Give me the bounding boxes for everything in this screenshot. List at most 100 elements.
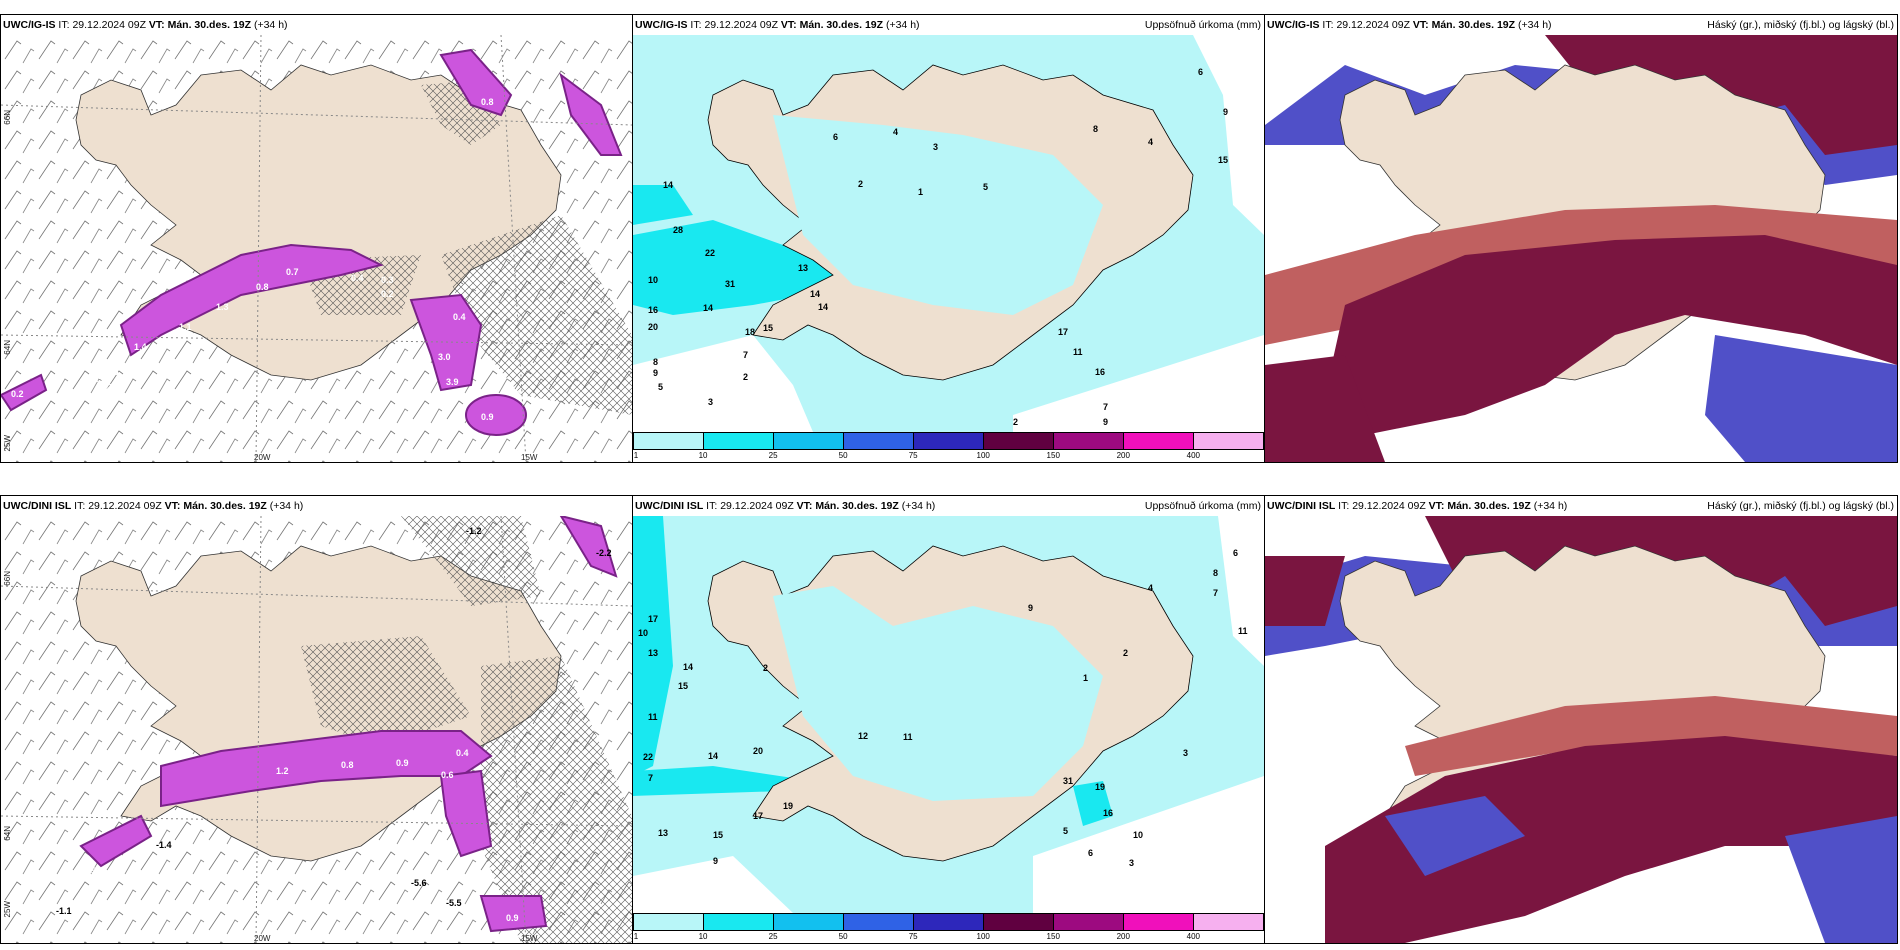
colorbar-tick: 25	[768, 932, 778, 941]
precip-value: 22	[705, 248, 715, 258]
map-area[interactable]	[1265, 35, 1897, 462]
precip-value: 2	[1013, 417, 1018, 427]
precip-value: 4	[893, 127, 898, 137]
colorbar-cell	[984, 914, 1054, 930]
precip-value: 10	[1133, 830, 1143, 840]
precip-value: 3	[1183, 748, 1188, 758]
graticule-line	[255, 516, 262, 943]
hatch-area-east	[441, 215, 632, 415]
colorbar-tick: 150	[1046, 932, 1060, 941]
precip-value: 17	[648, 614, 658, 624]
colorbar-tick: 50	[838, 451, 848, 460]
precip-value: 2	[1123, 648, 1128, 658]
it-value: 29.12.2024 09Z	[1352, 500, 1426, 512]
precip-value: 9	[653, 368, 658, 378]
precip-dry-sea-w	[633, 335, 813, 432]
map-area[interactable]	[1265, 516, 1897, 943]
precip-mid-w	[633, 220, 943, 315]
precip-value: 7	[743, 350, 748, 360]
high-cloud-band	[1325, 736, 1897, 943]
vt-value: Mán. 30.des. 19Z	[799, 19, 884, 31]
snow-band-ne	[439, 48, 513, 117]
snow-label: 0.4	[456, 748, 469, 758]
precip-values: 17 10 13 14 15 11 22 14 20 7 13 9 15 12 …	[638, 548, 1248, 868]
precip-value: 2	[743, 372, 748, 382]
lead-time: (+34 h)	[1517, 19, 1552, 31]
snow-label: 1.2	[99, 382, 112, 392]
high-cloud-sw	[1265, 355, 1385, 462]
lon-label: 25W	[3, 901, 12, 918]
precip-value: 8	[1213, 568, 1218, 578]
precip-value: 15	[1218, 155, 1228, 165]
snow-map-svg: -1.2 -2.2 0.8 1.2 0.9 0.6 0.4 -1.4 -5.6 …	[1, 516, 632, 943]
colorbar-cell	[704, 914, 774, 930]
precip-value: 28	[673, 225, 683, 235]
model-name: UWC/DINI ISL	[3, 500, 72, 512]
precip-dry-sea-se	[1033, 776, 1264, 913]
snow-label: 0.2	[11, 389, 24, 399]
colorbar-cell	[774, 433, 844, 449]
precip-value: 16	[1095, 367, 1105, 377]
it-label: IT:	[58, 19, 70, 31]
precip-value: 22	[643, 752, 653, 762]
precip-value: 31	[725, 279, 735, 289]
precip-value: 1	[918, 187, 923, 197]
graticule-line	[1, 585, 632, 607]
precip-value: 2	[858, 179, 863, 189]
precip-value: 16	[648, 305, 658, 315]
colorbar-tick: 1	[633, 451, 639, 460]
graticule-line	[1, 334, 632, 346]
graticule-line	[500, 516, 527, 943]
precip-mid-sw	[633, 766, 813, 796]
snow-label: 0.5	[91, 374, 104, 384]
it-label: IT:	[706, 500, 718, 512]
precip-value: 11	[648, 712, 658, 722]
cloud-map-svg	[1265, 516, 1897, 943]
colorbar-tick: 400	[1186, 451, 1200, 460]
model-name: UWC/IG-IS	[635, 19, 688, 31]
cloud-map-svg	[1265, 35, 1897, 462]
precip-value: 10	[648, 275, 658, 285]
precip-value: 18	[745, 327, 755, 337]
precip-value: 15	[713, 830, 723, 840]
map-area[interactable]: -1.2 -2.2 0.8 1.2 0.9 0.6 0.4 -1.4 -5.6 …	[1, 516, 632, 943]
colorbar-tick: 200	[1116, 932, 1130, 941]
lat-label: 64N	[3, 826, 12, 841]
vt-value: Mán. 30.des. 19Z	[1431, 19, 1516, 31]
snow-label: 0.4	[453, 312, 466, 322]
high-cloud-band	[1325, 235, 1897, 435]
colorbar-tick: 200	[1116, 451, 1130, 460]
map-panel-precip-dini: UWC/DINI ISL IT: 29.12.2024 09Z VT: Mán.…	[632, 495, 1265, 944]
low-cloud-se	[1785, 816, 1897, 943]
precip-value: 17	[753, 811, 763, 821]
snow-label: -1.1	[56, 906, 72, 916]
precip-value: 3	[933, 142, 938, 152]
map-panel-snow-dini: UWC/DINI ISL IT: 29.12.2024 09Z VT: Mán.…	[0, 495, 633, 944]
precip-mid-se	[1073, 781, 1113, 826]
snow-map-svg: 0.7 0.4 0.3 0.2 0.8 1.3 1.1 1.4 1.5 1.2 …	[1, 35, 632, 462]
vt-label: VT:	[1412, 19, 1429, 31]
precip-value: 10	[638, 628, 648, 638]
snow-label: 0.7	[286, 267, 299, 277]
vt-label: VT:	[1428, 500, 1445, 512]
colorbar-cell	[844, 914, 914, 930]
lead-time: (+34 h)	[1533, 500, 1568, 512]
precip-value: 15	[763, 323, 773, 333]
colorbar-tick: 100	[976, 451, 990, 460]
map-area[interactable]: 0.7 0.4 0.3 0.2 0.8 1.3 1.1 1.4 1.5 1.2 …	[1, 35, 632, 462]
lon-label: 20W	[254, 934, 271, 943]
map-title: Háský (gr.), miðský (fj.bl.) og lágský (…	[1707, 19, 1894, 31]
map-area[interactable]: 14 28 22 10 16 20 14 31 13 18 15 14 14 9…	[633, 35, 1264, 432]
colorbar-ticks: 1 10 25 50 75 100 150 200 400	[633, 931, 1264, 943]
vt-value: Mán. 30.des. 19Z	[815, 500, 899, 512]
snow-label: 0.3	[381, 275, 394, 285]
snow-label: 0.8	[341, 760, 354, 770]
precip-value: 9	[1223, 107, 1228, 117]
model-name: UWC/DINI ISL	[635, 500, 704, 512]
vt-label: VT:	[148, 19, 165, 31]
map-title: Háský (gr.), miðský (fj.bl.) og lágský (…	[1707, 500, 1894, 512]
precip-value: 2	[763, 663, 768, 673]
map-area[interactable]: 17 10 13 14 15 11 22 14 20 7 13 9 15 12 …	[633, 516, 1264, 913]
snow-label: 0.4	[351, 273, 364, 283]
panel-header: UWC/IG-IS IT: 29.12.2024 09Z VT: Mán. 30…	[1, 15, 632, 35]
